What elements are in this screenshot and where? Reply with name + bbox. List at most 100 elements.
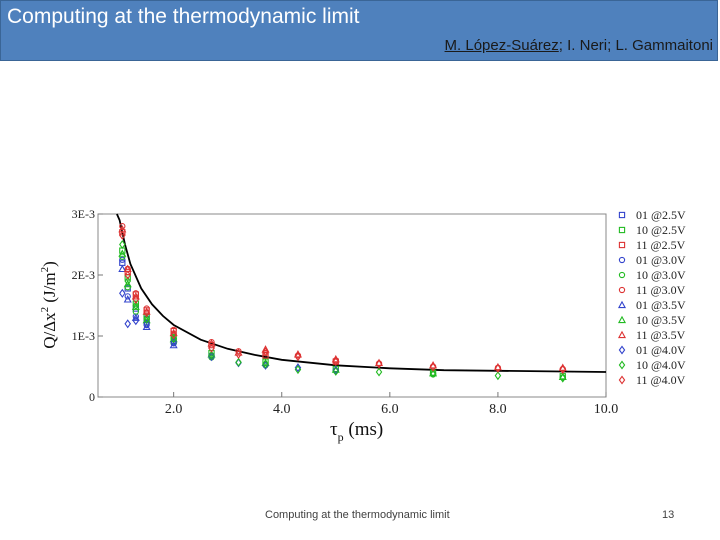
data-points [118, 223, 567, 383]
data-point [170, 333, 177, 343]
y-tick-label: 1E-3 [72, 329, 95, 343]
xlabel-symbol: τ [330, 419, 338, 440]
ylabel-text: Q/Δx [40, 312, 59, 349]
data-point [207, 339, 216, 347]
chart: 01E-32E-33E-3 2.0 4.0 6.0 8.0 10.0 01 @2.5V1… [39, 207, 686, 444]
legend-label: 10 @4.0V [636, 358, 686, 372]
legend-marker [618, 271, 626, 279]
x-axis-ticks: 2.0 4.0 6.0 8.0 10.0 [165, 392, 618, 417]
xlabel-unit: (ms) [348, 419, 383, 440]
data-point [143, 305, 150, 312]
data-point [132, 300, 140, 311]
data-point [119, 288, 126, 298]
legend-label: 11 @2.5V [636, 238, 686, 252]
legend-marker [618, 360, 626, 370]
data-point [208, 350, 215, 361]
data-point [429, 362, 437, 372]
data-point [208, 352, 215, 362]
legend-label: 01 @4.0V [636, 343, 686, 357]
legend-label: 10 @3.0V [636, 268, 686, 282]
xlabel-sub: p [338, 430, 344, 444]
ylabel-unit-close: ) [40, 261, 59, 267]
data-point [119, 239, 126, 250]
data-point [170, 337, 177, 347]
x-tick-label: 4.0 [273, 402, 291, 417]
data-point [262, 347, 269, 357]
data-point [170, 330, 177, 340]
data-point [124, 293, 131, 300]
legend-label: 01 @2.5V [636, 208, 686, 222]
title-bar: Computing at the thermodynamic limit [0, 0, 718, 61]
data-point [262, 359, 269, 369]
data-point [118, 249, 127, 257]
data-point [494, 371, 502, 381]
legend-marker [618, 226, 626, 234]
svg-text:τp (ms): τp (ms) [330, 419, 383, 444]
data-point [332, 366, 340, 376]
y-tick-label: 2E-3 [72, 268, 95, 282]
ylabel-unit-sup: 2 [39, 267, 51, 273]
y-axis-ticks: 0 1E-3 2E-3 3E-3 [72, 207, 103, 404]
data-point [131, 292, 140, 300]
y-axis-label: Q/Δx2 (J/m2) [39, 261, 59, 349]
data-point [375, 359, 383, 369]
data-point [262, 352, 269, 359]
data-point [294, 365, 302, 375]
data-point [235, 349, 242, 359]
legend-label: 11 @3.0V [636, 283, 686, 297]
legend-marker [617, 315, 627, 324]
data-point [123, 279, 132, 288]
data-point [132, 316, 140, 326]
data-point [559, 365, 567, 375]
data-point [332, 365, 340, 375]
data-point [331, 354, 340, 363]
data-point [118, 264, 127, 273]
x-axis-label: τp (ms) [330, 419, 383, 444]
slide-title: Computing at the thermodynamic limit [7, 5, 360, 28]
legend-label: 10 @2.5V [636, 223, 686, 237]
data-point [294, 352, 302, 362]
data-point [261, 345, 270, 353]
legend-marker [618, 241, 626, 249]
data-point [142, 322, 151, 330]
data-point [375, 367, 383, 377]
author-first[interactable]: M. López-Suárez [444, 37, 559, 54]
data-point [124, 276, 132, 286]
data-point [294, 363, 302, 373]
data-point [119, 230, 126, 240]
data-point [124, 270, 132, 280]
legend-marker [618, 256, 626, 264]
data-point [170, 326, 177, 334]
authors: M. López-Suárez; I. Neri; L. Gammaitoni [445, 37, 713, 54]
legend-marker [618, 345, 626, 355]
page-number: 13 [662, 509, 675, 521]
data-point [559, 373, 567, 383]
data-point [131, 313, 140, 321]
data-point [208, 343, 215, 353]
data-point [494, 363, 502, 373]
data-point [143, 319, 150, 329]
legend-marker [618, 375, 626, 385]
legend-marker [618, 286, 626, 294]
data-point [332, 357, 340, 367]
data-point [119, 256, 126, 263]
data-point [235, 357, 242, 367]
x-tick-label: 6.0 [381, 402, 399, 417]
data-point [124, 319, 132, 329]
data-point [143, 314, 150, 324]
ylabel-unit-open: (J/m [40, 272, 59, 302]
data-point [429, 368, 438, 377]
legend-marker [618, 211, 626, 219]
y-tick-label: 3E-3 [72, 207, 95, 221]
x-tick-label: 10.0 [594, 402, 619, 417]
data-point [293, 350, 302, 358]
data-point [429, 368, 437, 378]
data-point [132, 294, 140, 304]
y-tick-label: 0 [89, 390, 95, 404]
plot-frame [97, 213, 607, 398]
x-tick-label: 8.0 [489, 402, 507, 417]
author-rest: ; I. Neri; L. Gammaitoni [558, 37, 713, 54]
x-tick-label: 2.0 [165, 402, 183, 417]
legend-label: 01 @3.5V [636, 298, 686, 312]
